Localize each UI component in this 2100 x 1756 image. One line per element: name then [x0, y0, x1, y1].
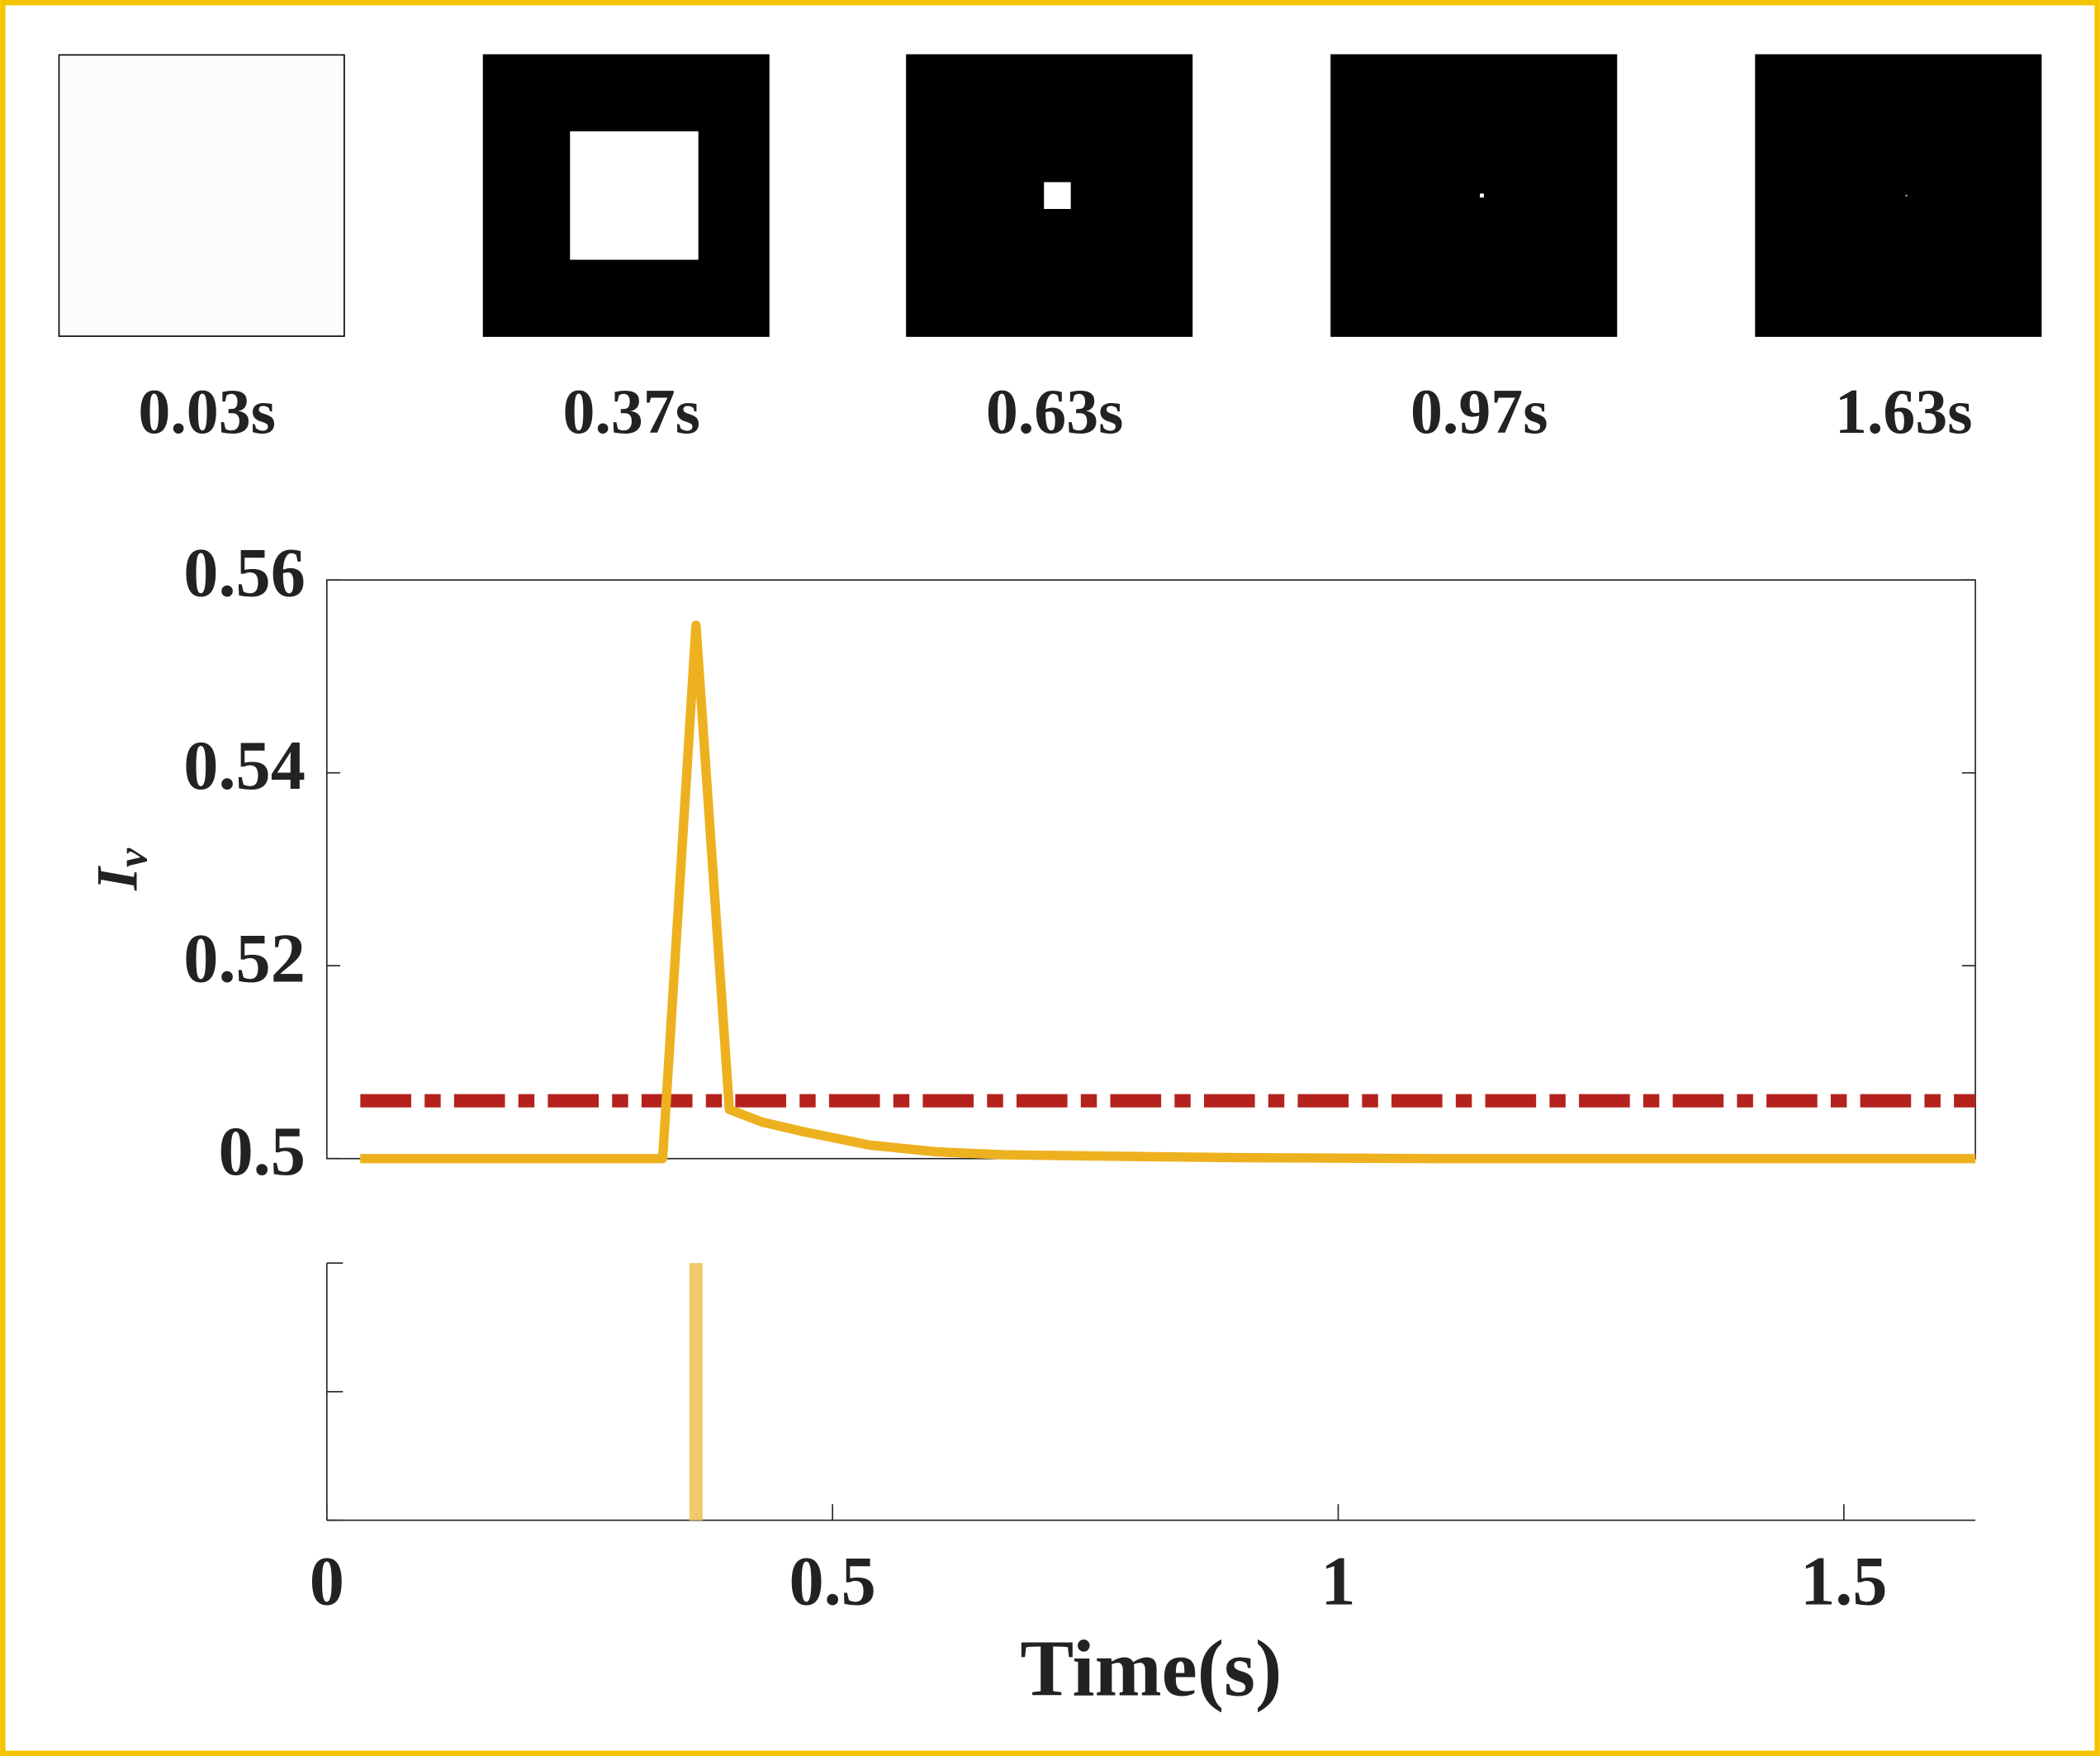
thumbnail-background — [1755, 54, 2042, 337]
x-tick-label: 1.5 — [1800, 1544, 1887, 1621]
frame-label: 0.97s — [1410, 376, 1548, 447]
y-axis-label: Iv — [85, 847, 157, 891]
frame-thumbnail: 0.37s — [482, 54, 770, 447]
frame-label: 0.03s — [138, 376, 276, 447]
bright-region — [1905, 194, 1908, 197]
thumbnail-background — [1330, 54, 1618, 337]
y-tick-label: 0.52 — [183, 921, 306, 998]
bright-region — [570, 131, 699, 260]
frame-thumbnail: 1.63s — [1755, 54, 2042, 447]
frame-label: 0.37s — [562, 376, 700, 447]
x-tick-label: 0.5 — [789, 1544, 875, 1621]
y-tick-label: 0.56 — [183, 535, 306, 612]
y-axis-label-subscript: v — [109, 847, 156, 867]
bright-region — [1044, 182, 1071, 209]
data-line — [360, 620, 1976, 1164]
y-axis-label-main: I — [85, 866, 150, 891]
y-tick-label: 0.54 — [183, 728, 306, 804]
y-tick-label: 0.5 — [218, 1113, 305, 1190]
frame-thumbnail: 0.03s — [58, 54, 345, 447]
frame-thumbnail: 0.63s — [906, 54, 1193, 447]
thumbnail-background — [58, 54, 345, 337]
x-tick-label: 0 — [310, 1544, 344, 1621]
frame-label: 1.63s — [1835, 376, 1973, 447]
bright-region — [1480, 193, 1484, 198]
x-axis-label: Time(s) — [1020, 1625, 1282, 1714]
frame-label: 0.63s — [986, 376, 1124, 447]
frame-thumbnail: 0.97s — [1330, 54, 1618, 447]
x-tick-label: 1 — [1320, 1544, 1355, 1621]
